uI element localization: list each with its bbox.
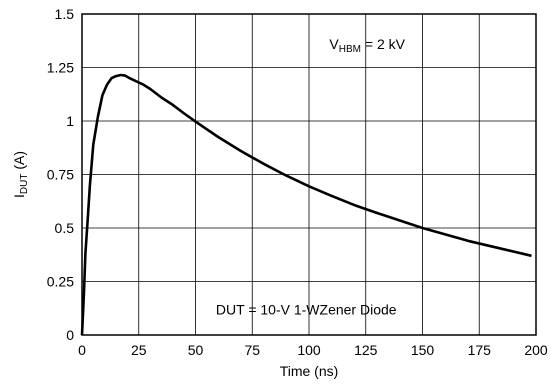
x-tick-label: 25 bbox=[131, 342, 147, 358]
x-tick-label: 0 bbox=[78, 342, 86, 358]
annotation-dut: DUT = 10-V 1-WZener Diode bbox=[216, 301, 397, 317]
y-tick-label: 0.75 bbox=[47, 167, 74, 183]
x-tick-label: 125 bbox=[354, 342, 378, 358]
y-tick-label: 0 bbox=[66, 327, 74, 343]
plot-frame bbox=[81, 13, 537, 336]
x-tick-label: 200 bbox=[524, 342, 548, 358]
x-tick-label: 50 bbox=[188, 342, 204, 358]
series-line bbox=[80, 73, 532, 336]
x-tick-label: 175 bbox=[468, 342, 492, 358]
x-tick-label: 100 bbox=[297, 342, 321, 358]
tick-labels: 0 25 50 75 100 125 150 175 200 0 0.25 0.5 0.75 1 1.25 1… bbox=[47, 6, 548, 358]
y-tick-label: 1 bbox=[66, 113, 74, 129]
x-tick-label: 150 bbox=[411, 342, 435, 358]
grid bbox=[82, 14, 536, 335]
y-axis-label: IDUT (A) bbox=[11, 151, 30, 198]
x-tick-label: 75 bbox=[244, 342, 260, 358]
x-axis-label: Time (ns) bbox=[280, 363, 339, 379]
y-tick-label: 1.25 bbox=[47, 60, 74, 76]
annotation-vhbm: VHBM = 2 kV bbox=[329, 36, 405, 55]
y-tick-label: 0.25 bbox=[47, 274, 74, 290]
y-tick-label: 0.5 bbox=[55, 220, 75, 236]
y-tick-label: 1.5 bbox=[55, 6, 75, 22]
